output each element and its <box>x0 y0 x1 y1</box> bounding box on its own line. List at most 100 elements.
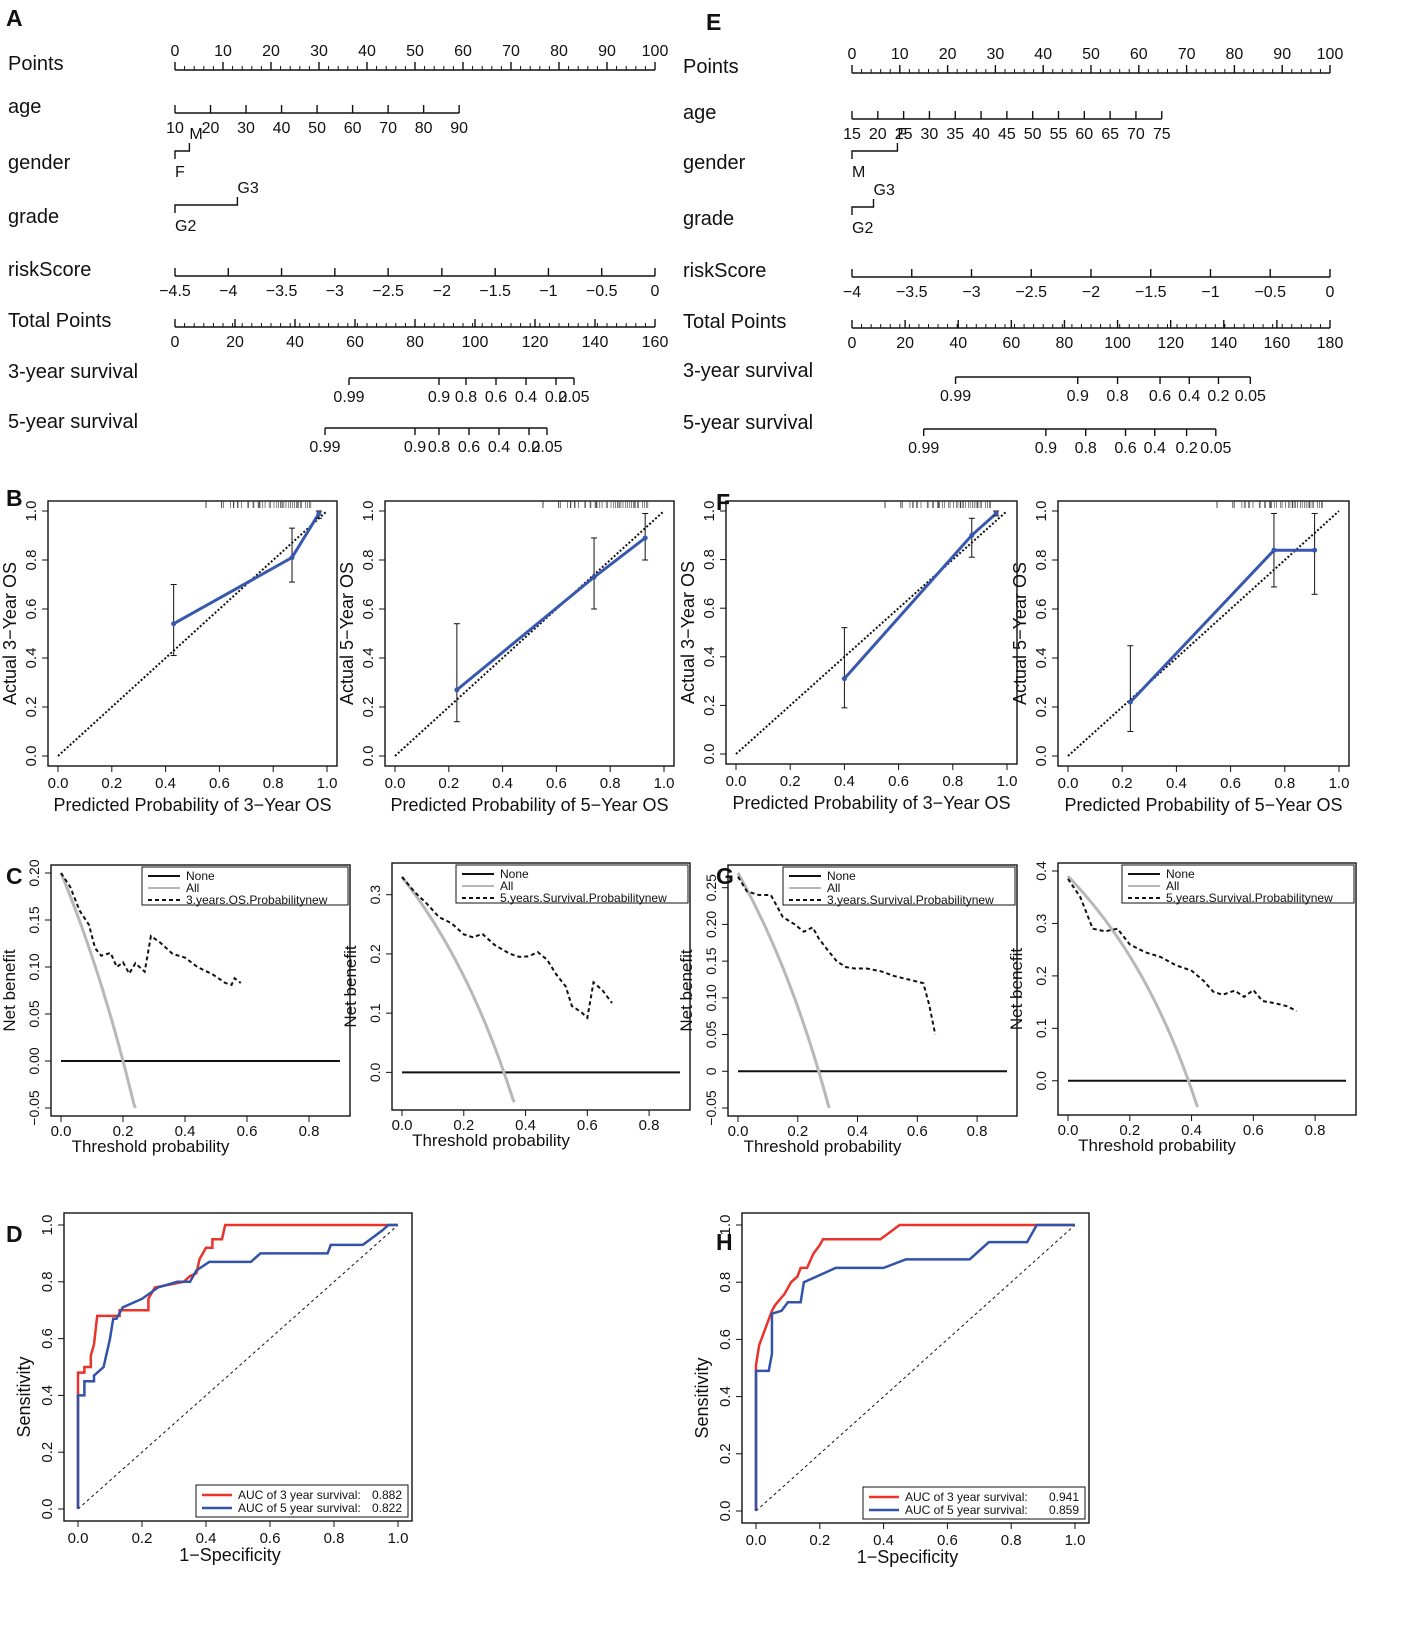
y-tick-label: 0.3 <box>367 885 383 905</box>
calibration-point <box>1271 547 1277 553</box>
nomogram-tick-label: 0.6 <box>1114 440 1136 457</box>
nomogram-tick-label: 80 <box>415 120 433 137</box>
y-axis-title: Actual 3−Year OS <box>678 561 698 704</box>
nomogram-tick-label: −3 <box>326 283 344 300</box>
nomogram-factor-level: G3 <box>874 182 895 199</box>
legend-label: None <box>500 867 529 881</box>
nomogram-tick-label: 0.9 <box>404 439 426 456</box>
nomogram-tick-label: 30 <box>921 126 939 143</box>
x-tick-label: 1.0 <box>317 775 338 792</box>
legend-box <box>141 866 349 906</box>
nomogram-tick-label: 0.4 <box>488 439 510 456</box>
nomogram-tick-label: 30 <box>310 43 328 60</box>
nomogram-tick-label: 50 <box>406 43 424 60</box>
x-tick-label: 0.0 <box>1058 775 1079 792</box>
nomogram-tick-label: 0 <box>848 46 857 63</box>
x-tick-label: 0.6 <box>577 1117 598 1134</box>
nomogram-tick-label: 140 <box>582 334 609 351</box>
nomogram-tick-label: 0.99 <box>940 388 971 405</box>
nomogram-tick-label: 0.2 <box>1207 388 1229 405</box>
nomogram-tick-label: 120 <box>1157 335 1184 352</box>
legend-box <box>195 1484 409 1518</box>
y-axis-title: Net benefit <box>341 945 360 1027</box>
calibration-point <box>289 555 295 561</box>
dca-C2: 0.0 0.2 0.4 0.6 0.8 0.0 0.1 0.2 0.3 Threshold pro… <box>341 862 691 1150</box>
nomogram-tick-label: 30 <box>987 46 1005 63</box>
x-tick-label: 0.4 <box>175 1123 196 1140</box>
nomogram-tick-label: 100 <box>462 334 489 351</box>
roc-curve <box>754 1223 1075 1511</box>
x-tick-label: 0.6 <box>260 1530 281 1547</box>
nomogram-tick-label: 0.99 <box>309 439 340 456</box>
nomogram-tick-label: −1.5 <box>479 283 511 300</box>
x-axis-title: Predicted Probability of 3−Year OS <box>733 793 1011 813</box>
nomogram-factor-level: G2 <box>852 220 873 237</box>
nomogram-row-label: Total Points <box>683 311 786 333</box>
x-tick-label: 0.0 <box>385 775 406 792</box>
y-tick-label: 0.05 <box>703 1021 719 1048</box>
y-tick-label: 0.6 <box>1033 599 1050 620</box>
plot-frame <box>391 862 691 1111</box>
y-tick-label: 0.0 <box>701 744 718 765</box>
nomogram-tick-label: 50 <box>308 120 326 137</box>
nomogram-row-label: grade <box>683 208 734 230</box>
roc-curve <box>754 1223 1075 1511</box>
nomogram-tick-label: 70 <box>1127 126 1145 143</box>
y-tick-label: 1.0 <box>23 501 40 522</box>
nomogram-factor-level: M <box>189 126 202 143</box>
x-tick-label: 0.6 <box>1243 1122 1264 1139</box>
model-curve <box>401 876 613 1020</box>
nomogram-tick-label: 40 <box>358 43 376 60</box>
nomogram-tick-label: 60 <box>1002 335 1020 352</box>
x-tick-label: 0.2 <box>1112 775 1133 792</box>
nomogram-tick-label: 0.99 <box>333 389 364 406</box>
y-tick-label: −0.05 <box>26 1090 42 1126</box>
x-tick-label: 0.8 <box>324 1530 345 1547</box>
y-tick-label: 0.0 <box>1033 1071 1049 1091</box>
y-tick-label: 0.6 <box>701 598 718 619</box>
x-tick-label: 0.6 <box>237 1123 258 1140</box>
nomogram-row-label: gender <box>683 152 746 174</box>
plot-frame <box>63 1212 413 1522</box>
model-curve <box>60 872 242 987</box>
x-tick-label: 0.4 <box>834 773 855 790</box>
nomogram-tick-label: 0.9 <box>428 389 450 406</box>
nomogram-tick-label: 140 <box>1210 335 1237 352</box>
nomogram-row-label: Total Points <box>8 310 111 332</box>
y-tick-label: 0.2 <box>1033 966 1049 986</box>
y-tick-label: 1.0 <box>701 501 718 522</box>
calibration-curve <box>455 536 647 692</box>
nomogram-tick-label: −4.5 <box>159 283 191 300</box>
y-tick-label: 0.4 <box>360 648 377 669</box>
nomogram-factor-level: F <box>175 164 185 181</box>
nomogram-tick-label: 160 <box>1264 335 1291 352</box>
calibration-point <box>591 574 597 580</box>
nomogram-tick-label: 100 <box>1317 46 1344 63</box>
nomogram-tick-label: 0.8 <box>1075 440 1097 457</box>
nomogram-tick-label: 80 <box>550 43 568 60</box>
nomogram-tick-label: 0.8 <box>1106 388 1128 405</box>
y-tick-label: 0.0 <box>717 1501 734 1522</box>
nomogram-row-label: riskScore <box>8 259 91 281</box>
nomogram-tick-label: −3.5 <box>266 283 298 300</box>
y-tick-label: 0.0 <box>367 1062 383 1082</box>
nomogram-tick-label: −2 <box>1082 284 1100 301</box>
nomogram-tick-label: −2 <box>433 283 451 300</box>
x-tick-label: 0.4 <box>515 1117 536 1134</box>
nomogram-tick-label: 60 <box>1130 46 1148 63</box>
nomogram-tick-label: 35 <box>946 126 964 143</box>
roc-D: 0.0 0.2 0.4 0.6 0.8 1.0 0.0 0.2 0.4 0.6 0.8 1.0 1−Sp… <box>14 1212 413 1565</box>
nomogram-row-label: 3-year survival <box>8 361 138 383</box>
y-tick-label: 0.2 <box>717 1443 734 1464</box>
panel-label-b: B <box>6 485 23 511</box>
nomogram-tick-label: 70 <box>502 43 520 60</box>
nomogram-tick-label: 0 <box>1326 284 1335 301</box>
nomogram-row-label: gender <box>8 152 71 174</box>
nomogram-tick-label: 0.4 <box>515 389 537 406</box>
nomogram-row-label: 5-year survival <box>8 411 138 433</box>
nomogram-tick-label: 65 <box>1101 126 1119 143</box>
y-tick-label: 0.4 <box>1033 861 1049 881</box>
y-tick-label: 0.2 <box>360 697 377 718</box>
x-axis-title: Predicted Probability of 5−Year OS <box>1065 795 1343 815</box>
legend-box <box>455 864 689 904</box>
